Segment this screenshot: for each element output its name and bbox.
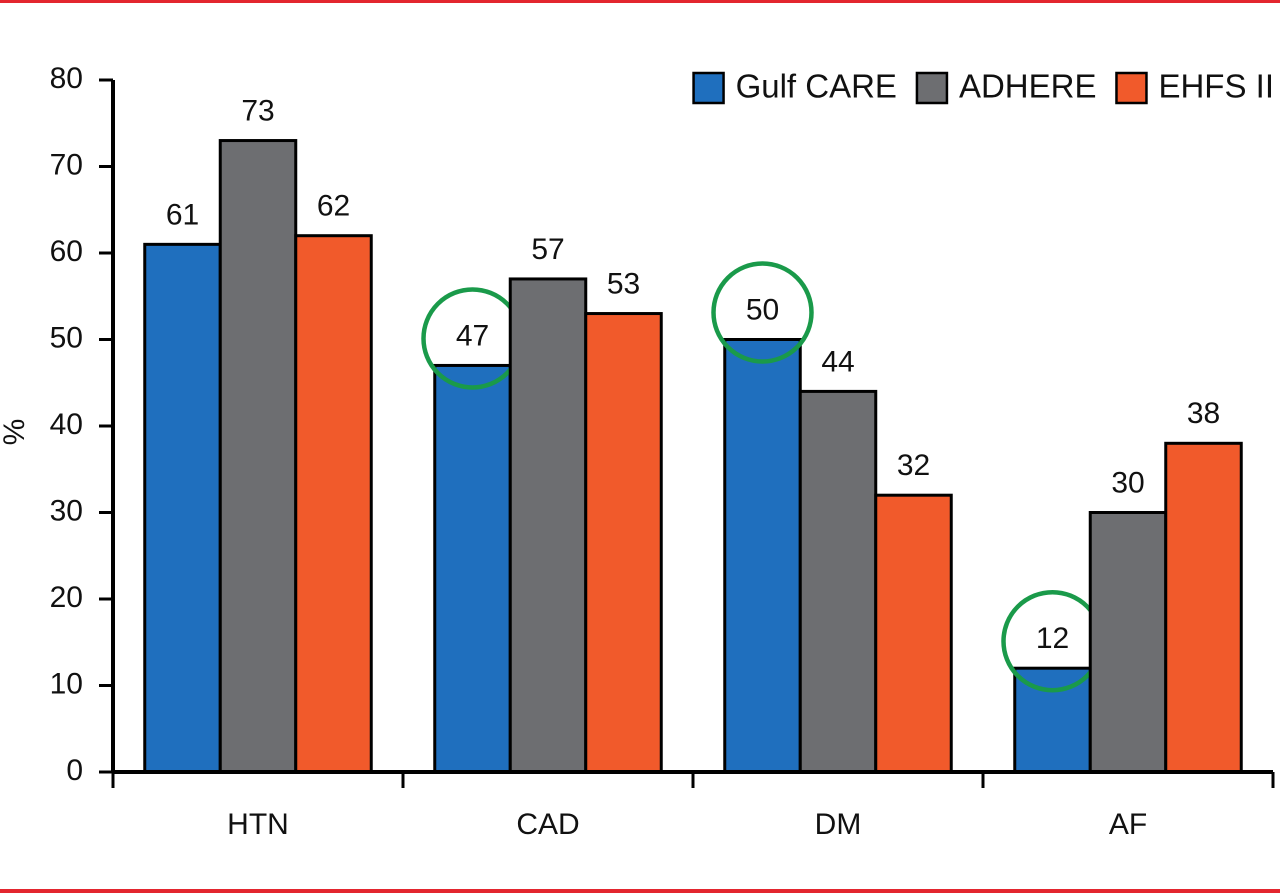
legend-swatch [692, 71, 725, 105]
bar [723, 338, 802, 774]
y-tick-label: 50 [50, 321, 83, 354]
value-label: 30 [1111, 466, 1144, 499]
bar [1088, 511, 1168, 774]
value-label: 61 [166, 198, 199, 231]
x-tick-label: DM [815, 808, 862, 841]
y-tick-label: 30 [50, 494, 83, 527]
highlight-circle [711, 261, 814, 364]
y-tick-label: 70 [50, 148, 83, 181]
bar [1164, 441, 1243, 774]
bar [798, 389, 878, 774]
value-label: 47 [456, 319, 489, 352]
bar [874, 493, 953, 774]
bar [584, 312, 663, 774]
x-tick-label: HTN [227, 808, 289, 841]
value-label: 32 [897, 449, 930, 482]
value-label: 57 [531, 233, 564, 266]
value-label: 38 [1187, 397, 1220, 430]
value-label: 62 [317, 190, 350, 223]
value-label: 44 [821, 345, 854, 378]
bar [143, 242, 222, 774]
y-tick-label: 20 [50, 581, 83, 614]
value-label: 73 [241, 94, 274, 127]
y-axis-label: % [0, 419, 31, 446]
bar [508, 277, 588, 774]
bar [218, 139, 298, 774]
y-tick-label: 10 [50, 667, 83, 700]
y-tick-label: 0 [66, 754, 83, 787]
value-label: 53 [607, 267, 640, 300]
value-label: 50 [746, 293, 779, 326]
bar [294, 234, 373, 774]
legend-label: Gulf CARE [736, 68, 897, 105]
x-tick-label: AF [1109, 808, 1147, 841]
y-tick-label: 80 [50, 62, 83, 95]
legend-label: ADHERE [959, 68, 1097, 105]
bar [433, 363, 512, 774]
y-tick-label: 60 [50, 235, 83, 268]
y-tick-label: 40 [50, 408, 83, 441]
legend-swatch [1115, 71, 1148, 105]
value-label: 12 [1036, 622, 1069, 655]
legend-swatch [915, 71, 949, 105]
x-tick-label: CAD [516, 808, 579, 841]
legend-label: EHFS II [1158, 68, 1274, 105]
